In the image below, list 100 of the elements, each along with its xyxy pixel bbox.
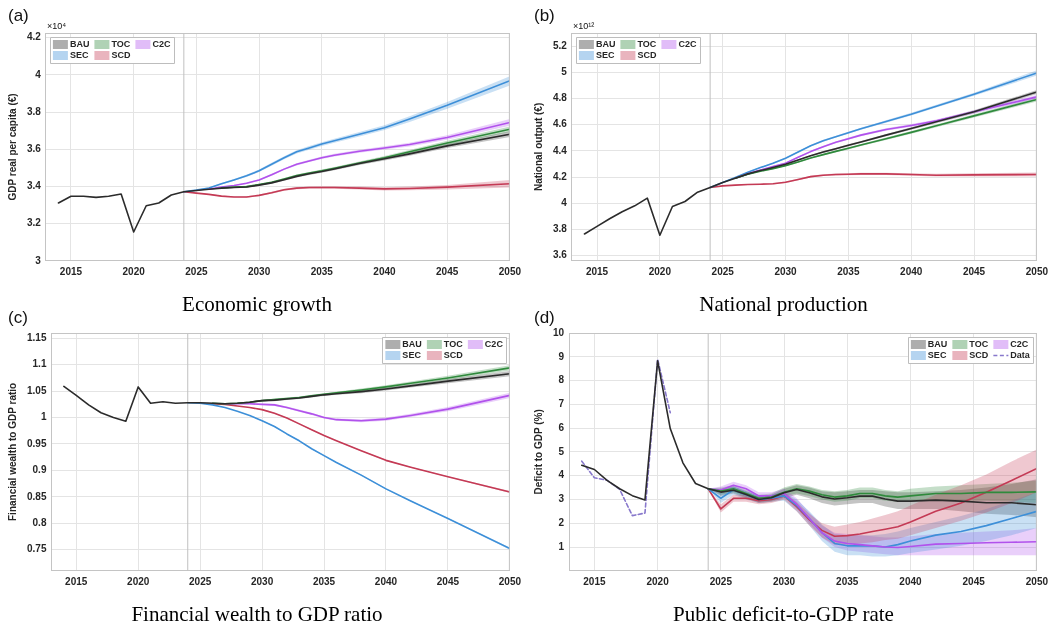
x-tick-label: 2025 bbox=[711, 265, 735, 277]
y-tick-label: 1 bbox=[558, 540, 565, 552]
text: (a) bbox=[8, 6, 29, 26]
x-tick-label: 2030 bbox=[250, 575, 274, 587]
x-tick-label: 2035 bbox=[312, 575, 336, 587]
y-tick-label: 0.8 bbox=[32, 516, 47, 528]
x-tick-label: 2030 bbox=[247, 265, 271, 277]
text: ×10¹² bbox=[572, 20, 595, 31]
legend-label: TOC bbox=[443, 339, 464, 350]
legend-label: BAU bbox=[402, 339, 422, 350]
x-tick-label: 2050 bbox=[1025, 265, 1049, 277]
text: National production bbox=[699, 291, 869, 316]
y-tick-label: 3.8 bbox=[553, 223, 568, 235]
legend-label: BAU bbox=[927, 339, 948, 350]
x-tick-label: 2050 bbox=[498, 265, 522, 277]
y-tick-label: 4 bbox=[35, 68, 42, 80]
y-tick-label: 4.4 bbox=[553, 144, 568, 156]
legend-label: TOC bbox=[969, 339, 989, 350]
y-tick-label: 3.6 bbox=[553, 249, 568, 261]
x-tick-label: 2015 bbox=[585, 265, 609, 277]
x-tick-label: 2030 bbox=[772, 575, 796, 587]
x-tick-label: 2045 bbox=[436, 575, 460, 587]
y-tick-label: 3 bbox=[35, 254, 42, 266]
x-tick-label: 2020 bbox=[648, 265, 672, 277]
y-tick-label: 0.75 bbox=[26, 543, 47, 555]
text: Financial wealth to GDP ratio bbox=[131, 601, 383, 626]
x-tick-label: 2025 bbox=[709, 575, 733, 587]
x-tick-label: 2045 bbox=[962, 265, 986, 277]
y-tick-label: 1 bbox=[40, 411, 47, 423]
y-tick-label: 4.2 bbox=[553, 170, 568, 182]
y-tick-label: 1.05 bbox=[26, 384, 47, 396]
x-tick-label: 2045 bbox=[962, 575, 986, 587]
legend-label: SEC bbox=[402, 350, 422, 361]
x-tick-label: 2035 bbox=[836, 575, 859, 587]
x-tick-label: 2030 bbox=[774, 265, 798, 277]
x-tick-label: 2015 bbox=[65, 575, 88, 587]
y-tick-label: 5 bbox=[561, 66, 568, 78]
y-tick-label: 8 bbox=[558, 374, 565, 386]
legend-label: C2C bbox=[152, 39, 171, 50]
text: Economic growth bbox=[182, 291, 333, 316]
y-tick-label: 4.2 bbox=[27, 31, 42, 43]
x-tick-label: 2020 bbox=[127, 575, 150, 587]
y-tick-label: 6 bbox=[558, 421, 565, 433]
legend-label: SEC bbox=[69, 50, 89, 61]
legend-label: C2C bbox=[484, 339, 504, 350]
legend-label: SCD bbox=[443, 350, 464, 361]
y-tick-label: 10 bbox=[553, 326, 565, 338]
text: (d) bbox=[534, 308, 555, 328]
x-tick-label: 2025 bbox=[185, 265, 208, 277]
x-tick-label: 2040 bbox=[900, 265, 923, 277]
legend-label: SCD bbox=[637, 50, 657, 61]
y-tick-label: 3.4 bbox=[27, 180, 42, 192]
legend-label: TOC bbox=[637, 39, 657, 50]
legend-label: C2C bbox=[678, 39, 697, 50]
x-tick-label: 2025 bbox=[189, 575, 212, 587]
y-tick-label: 5.2 bbox=[553, 39, 568, 51]
legend-label: BAU bbox=[69, 39, 90, 50]
x-tick-label: 2020 bbox=[646, 575, 670, 587]
y-axis-title: Deficit to GDP (%) bbox=[532, 409, 544, 495]
legend-label: SCD bbox=[111, 50, 131, 61]
y-tick-label: 0.85 bbox=[26, 490, 47, 502]
legend-label: SCD bbox=[969, 350, 989, 361]
y-tick-label: 5 bbox=[558, 445, 565, 457]
x-tick-label: 2035 bbox=[310, 265, 334, 277]
y-tick-label: 4.8 bbox=[553, 92, 568, 104]
legend-label: BAU bbox=[595, 39, 616, 50]
y-tick-label: 3.6 bbox=[27, 142, 42, 154]
y-tick-label: 3 bbox=[558, 493, 565, 505]
y-tick-label: 0.9 bbox=[32, 464, 47, 476]
y-axis-title: Financial wealth to GDP ratio bbox=[6, 382, 18, 521]
x-tick-label: 2020 bbox=[122, 265, 146, 277]
text: Public deficit-to-GDP rate bbox=[673, 601, 894, 626]
y-tick-label: 1.15 bbox=[26, 332, 47, 344]
y-tick-label: 4.6 bbox=[553, 118, 568, 130]
text: ×10⁴ bbox=[46, 20, 67, 31]
legend-label: SEC bbox=[595, 50, 615, 61]
x-tick-label: 2040 bbox=[373, 265, 397, 277]
x-tick-label: 2045 bbox=[436, 265, 459, 277]
x-tick-label: 2050 bbox=[1025, 575, 1049, 587]
y-tick-label: 2 bbox=[558, 516, 565, 528]
y-tick-label: 3.8 bbox=[27, 105, 42, 117]
y-tick-label: 4 bbox=[558, 469, 565, 481]
y-tick-label: 3.2 bbox=[27, 217, 42, 229]
x-tick-label: 2015 bbox=[59, 265, 83, 277]
legend-label: SEC bbox=[927, 350, 947, 361]
y-tick-label: 4 bbox=[561, 196, 568, 208]
x-tick-label: 2040 bbox=[374, 575, 398, 587]
y-tick-label: 7 bbox=[558, 398, 565, 410]
x-tick-label: 2040 bbox=[899, 575, 923, 587]
legend-label: TOC bbox=[111, 39, 131, 50]
legend-label: C2C bbox=[1010, 339, 1029, 350]
y-tick-label: 9 bbox=[558, 350, 565, 362]
text: (c) bbox=[8, 308, 28, 328]
legend-label: Data bbox=[1010, 350, 1031, 361]
y-tick-label: 0.95 bbox=[26, 437, 47, 449]
text: (b) bbox=[534, 6, 555, 26]
y-axis-title: National output (€) bbox=[532, 102, 544, 192]
x-tick-label: 2015 bbox=[583, 575, 606, 587]
y-tick-label: 1.1 bbox=[32, 358, 47, 370]
x-tick-label: 2050 bbox=[498, 575, 522, 587]
